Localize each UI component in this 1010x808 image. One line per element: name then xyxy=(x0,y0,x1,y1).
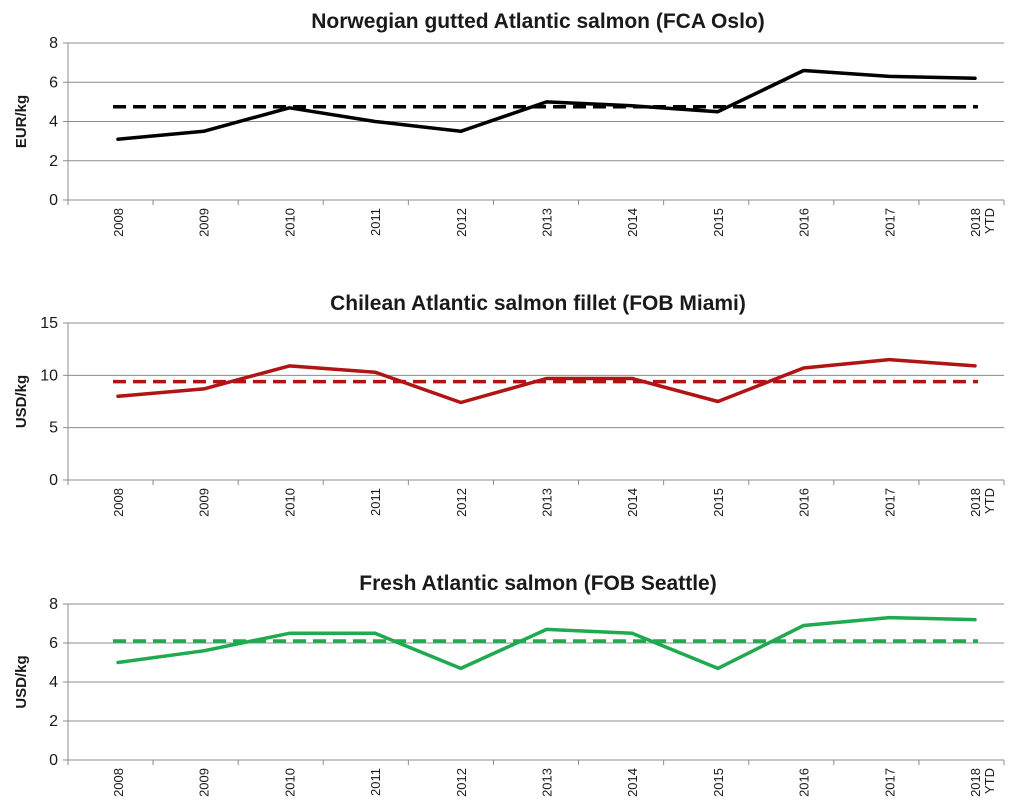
chart-1-y-tick-label: 2 xyxy=(49,153,58,170)
chart-3-x-tick-label: 2010 xyxy=(282,768,297,797)
chart-1-y-tick-label: 4 xyxy=(49,114,58,131)
chart-2-y-tick-label: 10 xyxy=(40,367,58,384)
chart-3-y-tick-label: 6 xyxy=(49,635,58,652)
chart-1-x-tick-label: 2017 xyxy=(882,208,897,237)
chart-1-x-tick-label: 2012 xyxy=(454,208,469,237)
chart-2-series-line xyxy=(116,357,977,405)
chart-2-x-tick-label: 2012 xyxy=(454,488,469,517)
chart-3-x-tick-label: 2011 xyxy=(368,768,383,796)
chart-1-x-tick-label: 2014 xyxy=(625,208,640,237)
chart-3-x-tick-label: 2016 xyxy=(797,768,812,797)
chart-1-x-tick-label: 2016 xyxy=(797,208,812,237)
chart-2-title: Chilean Atlantic salmon fillet (FOB Miam… xyxy=(330,292,746,315)
chart-1-x-tick-suffix: YTD xyxy=(982,208,997,234)
chart-2-y-tick-label: 0 xyxy=(49,472,58,489)
chart-3-x-tick-label: 2014 xyxy=(625,768,640,797)
chart-2-x-tick-label: 2014 xyxy=(625,488,640,517)
chart-3-y-tick-label: 4 xyxy=(49,674,58,691)
chart-3-panel: Fresh Atlantic salmon (FOB Seattle) USD/k… xyxy=(13,572,1005,797)
chart-1-x-tick-label: 2015 xyxy=(711,208,726,237)
chart-2-x-tick-label: 2008 xyxy=(111,488,126,517)
chart-2-x-tick-label: 2015 xyxy=(711,488,726,517)
chart-1-x-tick-label: 2010 xyxy=(282,208,297,237)
chart-2-x-tick-label: 2010 xyxy=(282,488,297,517)
chart-1-y-tick-label: 0 xyxy=(49,192,58,209)
chart-1-y-axis-label: EUR/kg xyxy=(13,95,30,148)
chart-2-y-tick-label: 5 xyxy=(49,420,58,437)
chart-2-panel: Chilean Atlantic salmon fillet (FOB Miam… xyxy=(13,292,1005,517)
chart-2-x-tick-label: 2011 xyxy=(368,488,383,516)
chart-3-x-tick-label: 2015 xyxy=(711,768,726,797)
chart-2-x-tick-label: 2016 xyxy=(797,488,812,517)
chart-3-x-tick-label: 2017 xyxy=(882,768,897,797)
chart-1-title: Norwegian gutted Atlantic salmon (FCA Os… xyxy=(311,10,764,33)
chart-1-panel: Norwegian gutted Atlantic salmon (FCA Os… xyxy=(13,10,1005,237)
chart-1-x-tick-label: 2009 xyxy=(197,208,212,237)
chart-2-y-axis-label: USD/kg xyxy=(13,375,30,428)
chart-3-x-tick-suffix: YTD xyxy=(982,768,997,794)
chart-3-y-axis-label: USD/kg xyxy=(13,655,30,708)
chart-3-x-tick-label: 2009 xyxy=(197,768,212,797)
chart-1-x-tick-label: 2018 xyxy=(968,208,983,237)
chart-2-y-tick-label: 15 xyxy=(40,315,58,332)
chart-2-x-tick-label: 2009 xyxy=(197,488,212,517)
chart-1-x-tick-label: 2013 xyxy=(540,208,555,237)
chart-1-x-tick-label: 2008 xyxy=(111,208,126,237)
chart-1-x-tick-label: 2011 xyxy=(368,208,383,236)
chart-3-y-tick-label: 0 xyxy=(49,752,58,769)
chart-3-x-tick-label: 2018 xyxy=(968,768,983,797)
chart-3-x-tick-label: 2013 xyxy=(540,768,555,797)
chart-1-y-tick-label: 8 xyxy=(49,35,58,52)
chart-3-series-line xyxy=(116,615,977,671)
chart-1-y-tick-label: 6 xyxy=(49,74,58,91)
chart-3-x-tick-label: 2012 xyxy=(454,768,469,797)
chart-1-series-line xyxy=(116,68,977,141)
chart-3-y-tick-label: 8 xyxy=(49,596,58,613)
chart-3-title: Fresh Atlantic salmon (FOB Seattle) xyxy=(359,572,716,595)
chart-2-x-tick-suffix: YTD xyxy=(982,488,997,514)
chart-2-x-tick-label: 2013 xyxy=(540,488,555,517)
chart-3-y-tick-label: 2 xyxy=(49,713,58,730)
chart-3-x-tick-label: 2008 xyxy=(111,768,126,797)
chart-2-x-tick-label: 2018 xyxy=(968,488,983,517)
chart-2-x-tick-label: 2017 xyxy=(882,488,897,517)
